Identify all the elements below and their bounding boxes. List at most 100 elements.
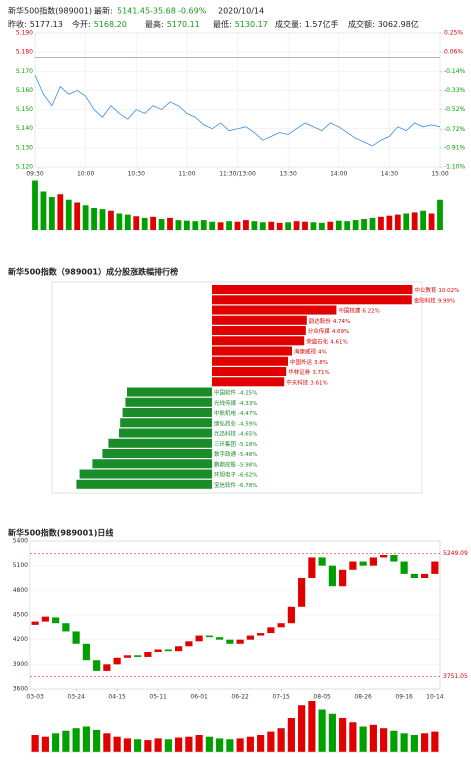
bar-label: 中国软件 -4.25%	[214, 388, 257, 396]
volume-bar	[380, 728, 388, 752]
volume-bar	[124, 214, 131, 230]
volume-bar	[93, 729, 101, 752]
y-tick-label: 5.120	[16, 164, 33, 171]
price-line	[34, 74, 441, 147]
volume-bar	[410, 735, 418, 752]
bar	[212, 336, 305, 346]
candle-body	[349, 561, 357, 570]
bar-label: 韵达股份 4.74%	[309, 316, 351, 324]
chart-title: 新华500指数(989001)日线	[8, 528, 113, 538]
volume-bar	[251, 221, 258, 230]
volume-bar	[318, 222, 325, 230]
candle-body	[380, 554, 388, 558]
bar	[92, 459, 212, 469]
volume-bar	[91, 208, 97, 230]
x-tick-label: 14:00	[330, 171, 347, 178]
volume-bar	[82, 205, 89, 230]
index-name: 新华500指数(989001)	[8, 6, 92, 16]
bar	[212, 315, 307, 325]
volume-bar	[200, 220, 207, 230]
candle-body	[277, 623, 285, 628]
volume-bar	[158, 219, 165, 230]
bar-value: -6.78%	[238, 482, 257, 488]
candle-body	[31, 621, 39, 625]
volume-bar	[74, 202, 81, 230]
bar-name: 光迅科技	[214, 429, 237, 437]
x-tick-label: 14:30	[381, 171, 398, 178]
bar	[212, 346, 292, 356]
bar-value: -5.48%	[238, 452, 257, 458]
bar-label: 光线传媒 -4.33%	[214, 398, 257, 406]
volume-bar	[134, 739, 142, 752]
y-tick-label: 5.150	[16, 106, 33, 113]
bar	[102, 449, 212, 459]
volume-bar	[116, 213, 123, 230]
bar-label: 光迅科技 -4.65%	[214, 429, 257, 437]
y-tick-label: 5.180	[16, 49, 33, 56]
volume-bar	[403, 213, 410, 230]
bar-name: 数字政通	[214, 450, 237, 458]
volume-bar	[327, 221, 334, 230]
bar	[108, 438, 212, 448]
bar-label: 中天科技 3.61%	[286, 378, 328, 386]
bar	[122, 408, 212, 418]
annotation-label: 3751.05	[443, 673, 468, 680]
candle-body	[318, 557, 326, 566]
bar-name: 华林证券	[288, 368, 311, 376]
bar-value: 10.02%	[438, 288, 459, 294]
bar-label: 中国核建 6.22%	[338, 306, 380, 314]
bar-name: 中国核建	[338, 306, 361, 314]
candle-body	[113, 657, 121, 665]
bar-value: 6.22%	[362, 308, 379, 314]
latest-label: 最新:	[94, 6, 113, 16]
volume-bar	[209, 221, 216, 230]
bar-value: 4%	[318, 349, 327, 355]
volume-bar	[123, 738, 131, 752]
volume-bar	[431, 731, 439, 752]
candle-body	[134, 655, 142, 657]
bar-value: 9.99%	[438, 298, 455, 304]
candle-body	[267, 627, 275, 634]
volume-bar	[205, 736, 213, 752]
volume-bar	[302, 221, 308, 230]
stat-value: 1.57亿手	[305, 19, 339, 29]
y-tick-label: 5.170	[16, 68, 33, 75]
volume-bar	[236, 738, 244, 752]
volume-bar	[411, 212, 418, 230]
candle-body	[93, 660, 101, 671]
bar	[212, 356, 288, 366]
stat: 今开: 5168.20	[72, 19, 127, 29]
stat-label: 最低:	[213, 19, 232, 29]
volume-bar	[310, 222, 317, 230]
volume-bar	[421, 733, 429, 752]
plot-frame	[51, 281, 423, 494]
stat-value: 5177.13	[30, 20, 63, 29]
stat-label: 成交额:	[348, 19, 375, 29]
bar	[212, 326, 306, 336]
volume-bar	[349, 722, 357, 752]
volume-bar	[344, 221, 351, 230]
volume-bar	[57, 194, 64, 230]
x-tick-label: 10-14	[426, 694, 444, 701]
x-tick-label: 03-03	[26, 694, 44, 701]
bar-label: 中国外运 3.8%	[290, 357, 328, 365]
bar	[212, 295, 412, 305]
volume-bar	[276, 222, 283, 230]
x-tick-label: 08-05	[313, 694, 331, 701]
bar-name: 康弘药业	[214, 419, 237, 427]
volume-bar	[257, 735, 265, 752]
x-tick-label: 05-11	[149, 694, 167, 701]
bar-name: 中天科技	[286, 378, 309, 386]
stat-value: 3062.98亿	[378, 19, 419, 29]
stat: 成交量: 1.57亿手	[275, 19, 339, 29]
volume-bar	[352, 220, 359, 230]
volume-bar	[62, 730, 70, 752]
bar-name: 荣盛石化	[306, 337, 329, 345]
volume-bar	[48, 197, 55, 230]
x-tick-label: 08-26	[354, 694, 372, 701]
volume-bar	[31, 735, 39, 752]
volume-bar	[226, 739, 234, 752]
volume-bar	[72, 728, 80, 752]
bar-name: 海康威视	[294, 347, 317, 355]
volume-bar	[144, 740, 152, 752]
